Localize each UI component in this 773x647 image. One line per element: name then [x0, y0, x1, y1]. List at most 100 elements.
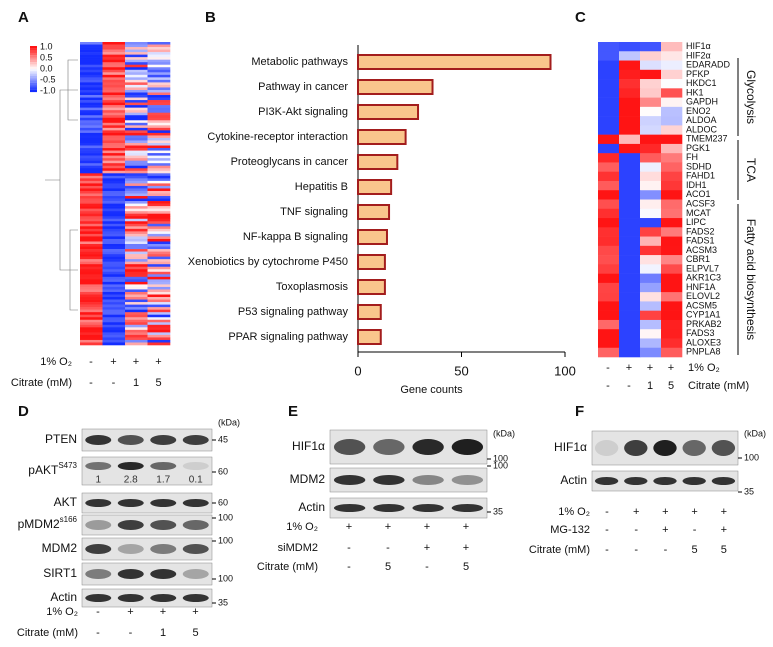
- heatmap-cell: [147, 276, 171, 280]
- category-label: PPAR signaling pathway: [228, 331, 348, 343]
- gene-label: ELOVL2: [686, 291, 720, 301]
- heatmap-cell: [80, 79, 103, 83]
- gene-label: FADS3: [686, 328, 715, 338]
- heatmap-cell: [125, 82, 148, 86]
- condition-name: 1% O₂: [46, 606, 78, 618]
- heatmap-cell: [102, 208, 126, 212]
- heatmap-cell: [80, 274, 103, 278]
- panel-label: B: [205, 9, 216, 26]
- gene-label: FADS1: [686, 236, 715, 246]
- condition-value: +: [424, 521, 430, 533]
- heatmap-cell: [619, 264, 641, 274]
- heatmap-cell: [125, 241, 148, 245]
- heatmap-cell: [125, 271, 148, 275]
- heatmap-cell: [80, 170, 103, 174]
- heatmap-cell: [125, 289, 148, 293]
- heatmap-cell: [661, 338, 683, 349]
- heatmap-cell: [125, 42, 148, 45]
- heatmap-cell: [598, 236, 620, 247]
- heatmap-cell: [80, 82, 103, 86]
- heatmap-cell: [80, 49, 103, 53]
- heatmap-cell: [102, 271, 126, 275]
- heatmap-cell: [147, 100, 171, 103]
- heatmap-cell: [640, 60, 662, 71]
- category-label: Hepatitis B: [295, 181, 348, 193]
- heatmap-cell: [80, 148, 103, 151]
- heatmap-cell: [102, 165, 126, 169]
- condition-value: +: [721, 524, 727, 536]
- heatmap-cell: [102, 203, 126, 207]
- heatmap-cell: [147, 44, 171, 48]
- heatmap-cell: [80, 44, 103, 48]
- heatmap-cell: [125, 322, 148, 326]
- heatmap-cell: [598, 60, 620, 71]
- heatmap-cell: [125, 107, 148, 111]
- heatmap-cell: [661, 106, 683, 117]
- heatmap-cell: [102, 254, 126, 257]
- heatmap-cell: [661, 125, 683, 135]
- heatmap-cell: [80, 254, 103, 257]
- heatmap-cell: [598, 190, 620, 200]
- heatmap-cell: [102, 95, 126, 98]
- category-label: Cytokine-receptor interaction: [207, 131, 348, 143]
- heatmap-cell: [598, 292, 620, 302]
- heatmap-cell: [125, 165, 148, 169]
- heatmap-cell: [102, 100, 126, 103]
- heatmap-cell: [125, 84, 148, 88]
- colorbar-label: -0.5: [40, 74, 56, 84]
- colorbar-step: [30, 80, 37, 83]
- heatmap-cell: [147, 266, 171, 270]
- colorbar-step: [30, 62, 37, 65]
- heatmap-cell: [147, 236, 171, 240]
- heatmap-cell: [598, 347, 620, 358]
- heatmap-cell: [598, 273, 620, 284]
- heatmap-cell: [80, 314, 103, 318]
- heatmap-cell: [640, 143, 662, 154]
- heatmap-cell: [147, 190, 171, 194]
- heatmap-cell: [147, 95, 171, 98]
- heatmap-cell: [598, 180, 620, 191]
- heatmap-cell: [102, 130, 126, 134]
- row-label: Actin: [298, 500, 325, 514]
- gene-label: TMEM237: [686, 134, 728, 144]
- heatmap-cell: [125, 117, 148, 121]
- heatmap-cell: [125, 59, 148, 63]
- gene-label: HKDC1: [686, 78, 717, 88]
- condition-value: 1: [647, 380, 653, 392]
- blot-band: [150, 594, 177, 602]
- quant-label: 1: [95, 475, 101, 486]
- heatmap-cell: [102, 231, 126, 235]
- heatmap-cell: [80, 87, 103, 91]
- heatmap-cell: [102, 62, 126, 66]
- heatmap-cell: [80, 173, 103, 177]
- heatmap-cell: [80, 223, 103, 227]
- condition-value: 5: [721, 544, 727, 556]
- heatmap-cell: [102, 312, 126, 315]
- heatmap-cell: [102, 307, 126, 310]
- condition-value: -: [627, 380, 631, 392]
- heatmap-cell: [147, 115, 171, 119]
- blot-band: [412, 504, 444, 512]
- heatmap-cell: [640, 171, 662, 182]
- heatmap-cell: [147, 97, 171, 101]
- heatmap-cell: [147, 178, 171, 182]
- heatmap-cell: [125, 324, 148, 328]
- heatmap-cell: [80, 342, 103, 346]
- condition-value: 5: [692, 544, 698, 556]
- heatmap-cell: [102, 77, 126, 81]
- heatmap-cell: [661, 51, 683, 61]
- heatmap-cell: [80, 74, 103, 78]
- heatmap-cell: [147, 324, 171, 328]
- gene-label: ACSF3: [686, 199, 715, 209]
- heatmap-cell: [147, 49, 171, 53]
- condition-name: MG-132: [550, 524, 590, 536]
- heatmap-cell: [619, 208, 641, 219]
- heatmap-cell: [125, 196, 148, 199]
- heatmap-cell: [125, 342, 148, 346]
- heatmap-cell: [147, 175, 171, 179]
- heatmap-cell: [125, 102, 148, 106]
- heatmap-cell: [125, 79, 148, 83]
- heatmap-cell: [147, 196, 171, 199]
- heatmap-cell: [102, 44, 126, 48]
- heatmap-cell: [102, 52, 126, 55]
